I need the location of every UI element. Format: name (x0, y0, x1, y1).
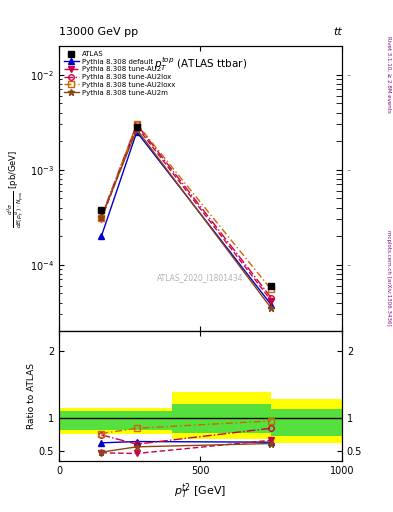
Text: ATLAS_2020_I1801434: ATLAS_2020_I1801434 (157, 273, 244, 282)
Y-axis label: Ratio to ATLAS: Ratio to ATLAS (27, 363, 36, 429)
Text: 13000 GeV pp: 13000 GeV pp (59, 27, 138, 37)
Text: $p_T^{top}$ (ATLAS ttbar): $p_T^{top}$ (ATLAS ttbar) (154, 55, 247, 73)
Legend: ATLAS, Pythia 8.308 default, Pythia 8.308 tune-AU2, Pythia 8.308 tune-AU2lox, Py: ATLAS, Pythia 8.308 default, Pythia 8.30… (61, 48, 178, 98)
Y-axis label: $\frac{d^2\sigma}{d\mathcal{E}(p_T^{t2})\cdot N_{pos}}$ [pb/GeV]: $\frac{d^2\sigma}{d\mathcal{E}(p_T^{t2})… (5, 150, 26, 228)
Text: Rivet 3.1.10, ≥ 2.8M events: Rivet 3.1.10, ≥ 2.8M events (386, 36, 391, 113)
X-axis label: $p_T^{t2}$ [GeV]: $p_T^{t2}$ [GeV] (174, 481, 227, 501)
Text: mcplots.cern.ch [arXiv:1306.3436]: mcplots.cern.ch [arXiv:1306.3436] (386, 230, 391, 326)
Text: tt: tt (333, 27, 342, 37)
